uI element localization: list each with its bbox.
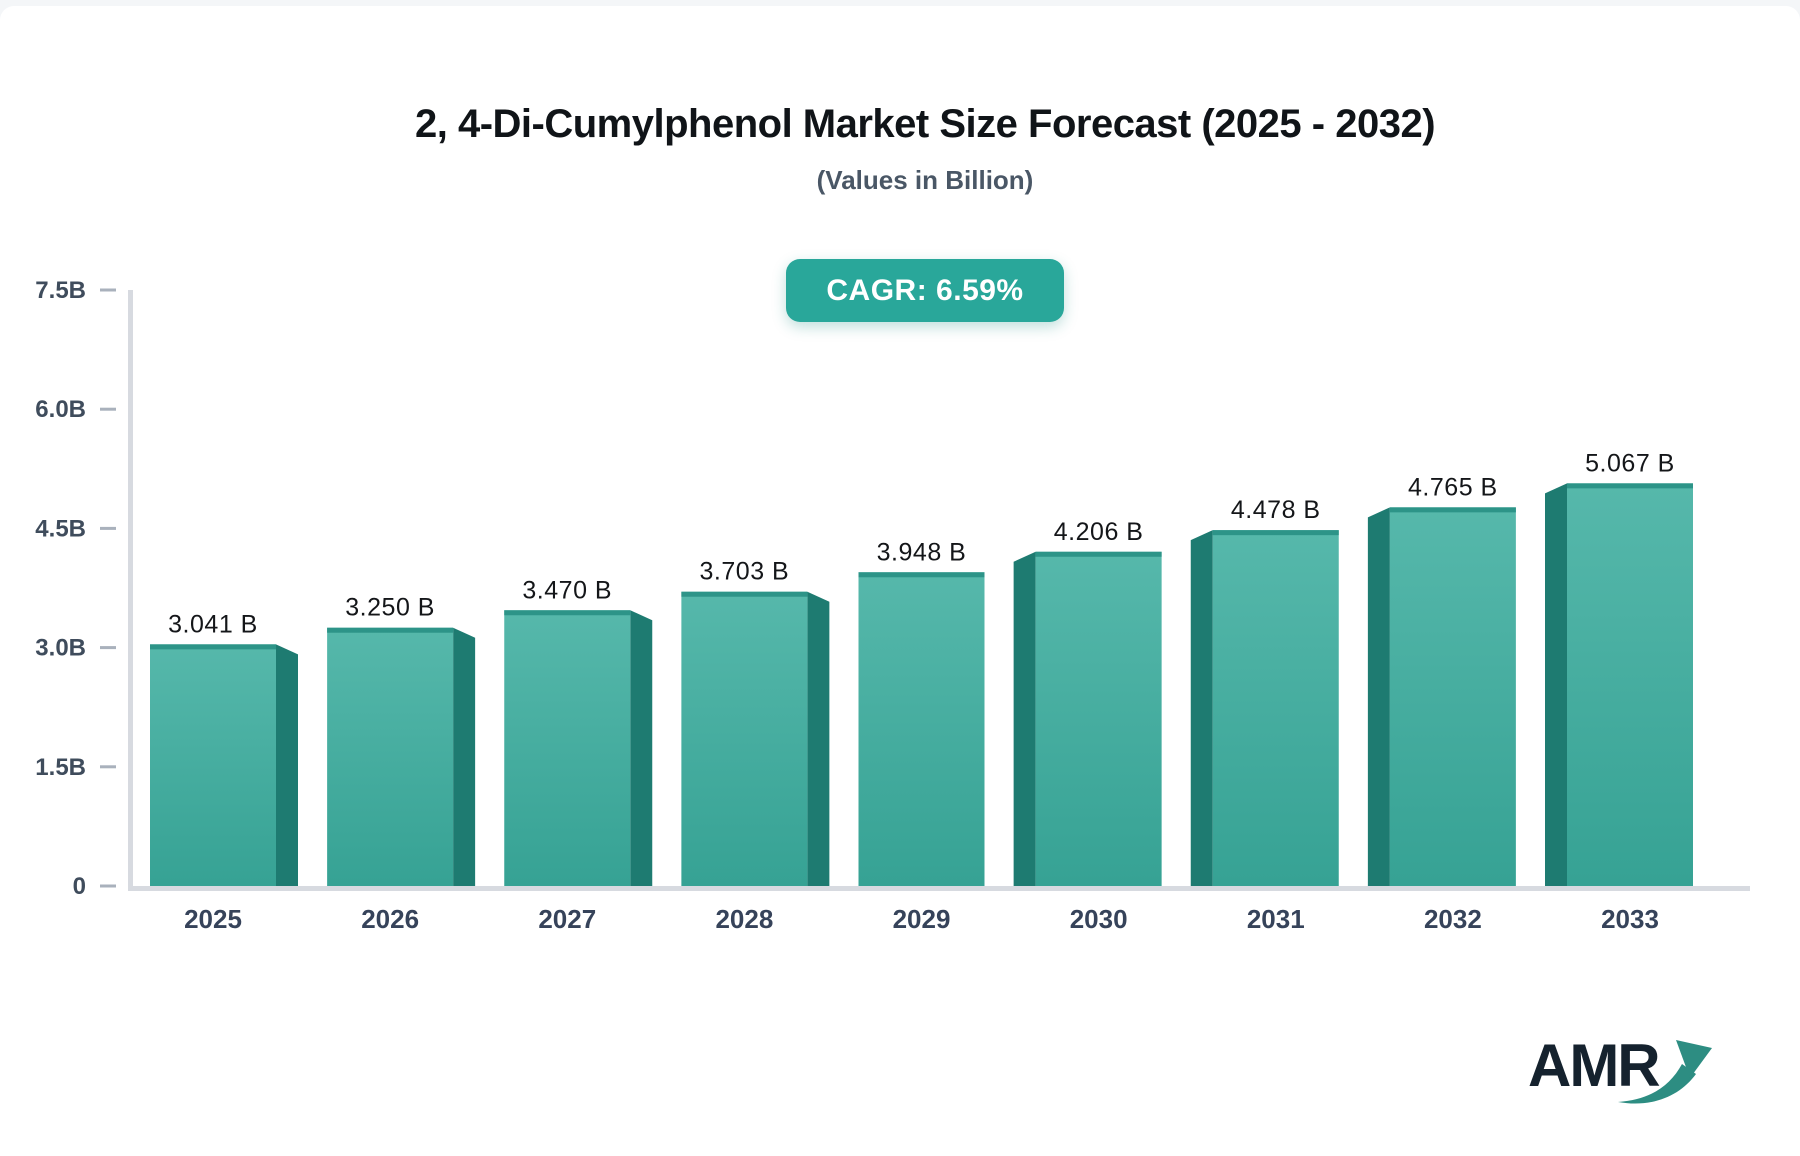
bar-top-edge <box>1212 530 1339 536</box>
bar-2029: 3.948 B 2029 <box>858 538 985 934</box>
x-axis-tick-label: 2027 <box>538 904 596 934</box>
y-axis-tick-label: 0 <box>73 873 86 900</box>
y-axis-tick-label: 1.5B <box>35 754 86 781</box>
bar-side-face <box>1190 530 1213 886</box>
y-axis-tick-label: 7.5B <box>35 277 86 304</box>
cagr-badge-label: CAGR: 6.59% <box>826 273 1024 307</box>
bar-value-label: 3.948 B <box>877 538 967 566</box>
y-tick-mark <box>100 288 116 292</box>
bar-front-face <box>1389 507 1516 886</box>
bar-front-face <box>150 644 276 886</box>
bar-top-edge <box>681 591 808 597</box>
bar-value-label: 3.703 B <box>700 558 790 586</box>
bar-2033: 5.067 B 2033 <box>1545 449 1693 934</box>
bar-top-edge <box>858 572 985 578</box>
bar-2026: 3.250 B 2026 <box>327 594 476 934</box>
bar-2031: 4.478 B 2031 <box>1190 496 1339 934</box>
x-axis-tick-label: 2029 <box>893 904 951 934</box>
bar-value-label: 4.478 B <box>1231 496 1321 524</box>
bar-value-label: 4.206 B <box>1054 518 1144 546</box>
x-axis-tick-label: 2030 <box>1070 904 1128 934</box>
bar-2027: 3.470 B 2027 <box>504 576 653 934</box>
x-axis-tick-label: 2032 <box>1424 904 1482 934</box>
y-axis-tick-label: 6.0B <box>35 396 86 423</box>
growth-arrow-icon <box>1618 1040 1712 1104</box>
cagr-badge: CAGR: 6.59% <box>786 259 1064 322</box>
bar-front-face <box>681 591 808 886</box>
y-tick-mark <box>100 526 116 530</box>
bar-top-edge <box>504 610 631 616</box>
amr-logo: AMR <box>1528 1036 1728 1116</box>
bar-value-label: 4.765 B <box>1408 473 1498 501</box>
x-axis-tick-label: 2033 <box>1601 904 1659 934</box>
bar-value-label: 3.250 B <box>345 594 435 622</box>
bar-front-face <box>327 627 454 886</box>
bar-side-face <box>630 610 653 886</box>
x-axis-line <box>128 886 1750 891</box>
bar-top-edge <box>1567 483 1693 489</box>
bar-value-label: 3.470 B <box>522 576 612 604</box>
bar-value-label: 5.067 B <box>1585 449 1675 477</box>
bar-2030: 4.206 B 2030 <box>1013 518 1162 934</box>
bar-2025: 3.041 B 2025 <box>150 610 298 934</box>
bar-front-face <box>858 572 985 886</box>
y-tick-mark <box>100 646 116 650</box>
bar-side-face <box>453 627 476 886</box>
chart-subtitle: (Values in Billion) <box>816 165 1034 195</box>
bar-top-edge <box>1389 507 1516 513</box>
chart-title: 2, 4-Di-Cumylphenol Market Size Forecast… <box>414 102 1436 146</box>
x-axis-tick-label: 2031 <box>1247 904 1305 934</box>
bar-top-edge <box>150 644 276 650</box>
bar-side-face <box>1367 507 1390 886</box>
bar-side-face <box>276 644 298 886</box>
x-axis-tick-label: 2025 <box>184 904 242 934</box>
bar-top-edge <box>327 627 454 633</box>
x-axis-tick-label: 2028 <box>715 904 773 934</box>
bar-front-face <box>1035 551 1162 886</box>
y-axis-tick-label: 4.5B <box>35 515 86 542</box>
y-tick-mark <box>100 407 116 411</box>
bar-side-face <box>807 591 830 886</box>
bar-side-face <box>1545 483 1567 886</box>
bar-2032: 4.765 B 2032 <box>1367 473 1516 934</box>
bar-side-face <box>1013 551 1036 886</box>
y-tick-mark <box>100 884 116 888</box>
y-axis-line <box>128 290 133 886</box>
x-axis-tick-label: 2026 <box>361 904 419 934</box>
bar-front-face <box>1567 483 1693 886</box>
bar-2028: 3.703 B 2028 <box>681 558 830 934</box>
bar-front-face <box>1212 530 1339 886</box>
amr-logo-text: AMR <box>1528 1032 1661 1099</box>
bar-top-edge <box>1035 551 1162 557</box>
y-tick-mark <box>100 765 116 769</box>
y-axis-tick-label: 3.0B <box>35 635 86 662</box>
bar-value-label: 3.041 B <box>168 610 258 638</box>
bar-front-face <box>504 610 631 886</box>
